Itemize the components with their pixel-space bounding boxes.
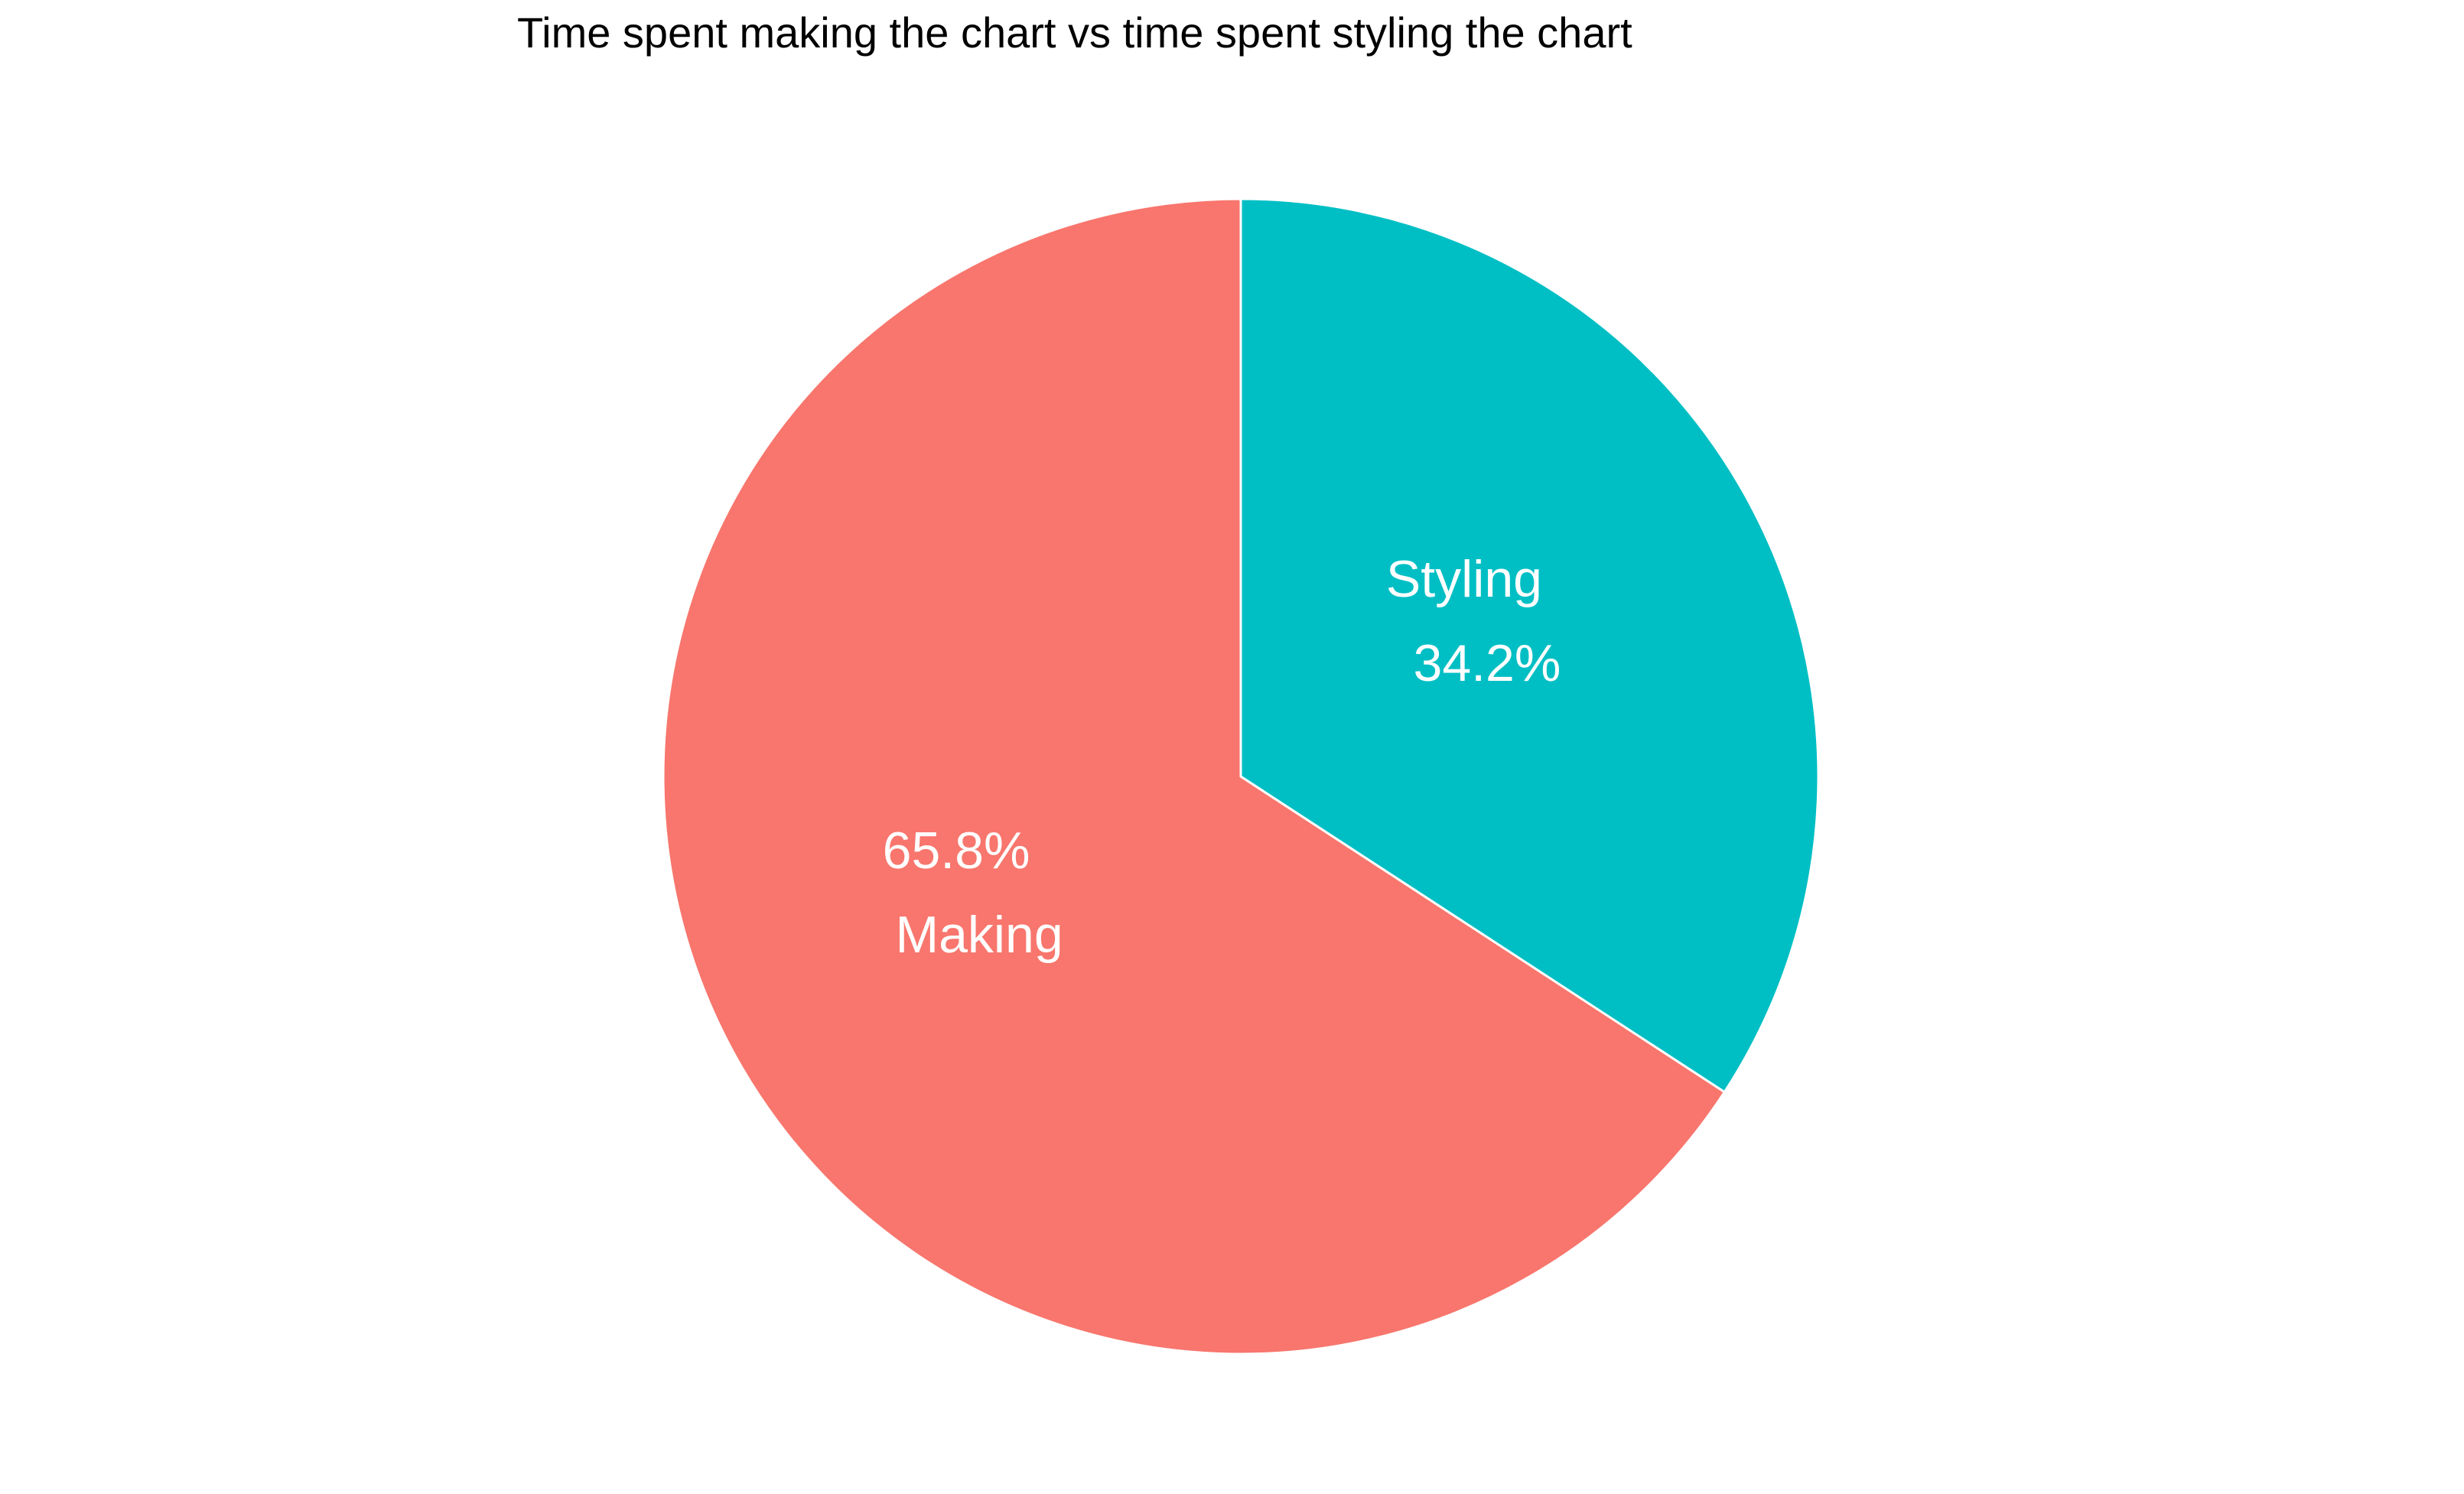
slice-value-styling: 34.2% xyxy=(1414,634,1561,692)
pie-slices xyxy=(662,197,1820,1356)
slice-label-styling: Styling xyxy=(1386,550,1542,608)
pie-labels: Making 65.8% Styling 34.2% xyxy=(883,550,1561,964)
pie-slice-making xyxy=(662,197,1727,1356)
slice-value-making: 65.8% xyxy=(883,822,1030,880)
pie-slice-styling xyxy=(1239,197,1820,1094)
chart-title: Time spent making the chart vs time spen… xyxy=(517,8,1632,57)
slice-label-making: Making xyxy=(895,906,1063,964)
